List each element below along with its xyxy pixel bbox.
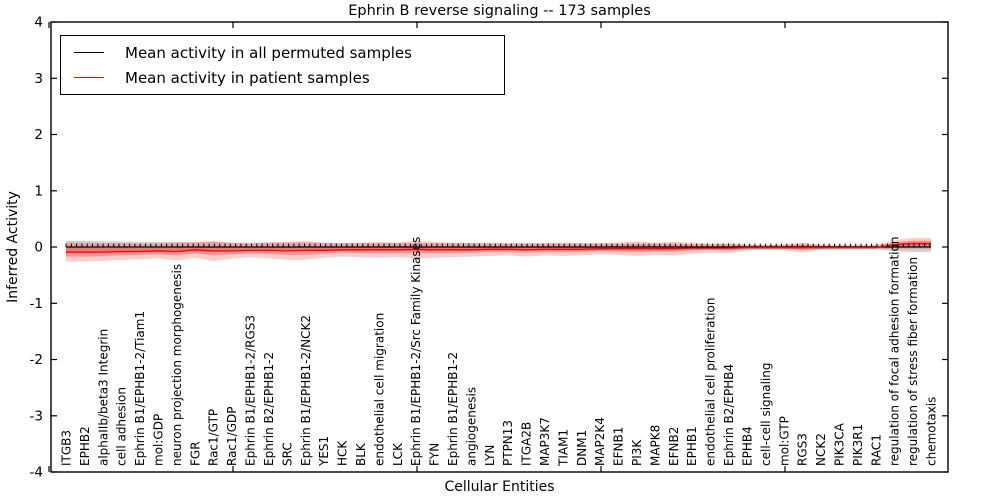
chart-title: Ephrin B reverse signaling -- 173 sample…	[348, 3, 651, 19]
x-tick-label: Rac1/GTP	[207, 409, 221, 466]
x-tick-label: mol:GDP	[152, 414, 166, 466]
x-tick-label: YES1	[317, 436, 331, 467]
y-axis-label: Inferred Activity	[5, 191, 21, 303]
x-tick-label: LCK	[391, 442, 405, 466]
x-tick-label: Ephrin B1/EPHB1-2/Tiam1	[133, 311, 147, 466]
x-tick-label: ITGB3	[60, 430, 74, 466]
x-tick-label: PIK3R1	[851, 424, 865, 466]
x-tick-label: endothelial cell proliferation	[704, 298, 718, 466]
x-tick-label: angiogenesis	[464, 387, 478, 466]
axes-layer	[48, 21, 949, 473]
legend: Mean activity in all permuted samples Me…	[60, 35, 505, 95]
x-tick-label: cell adhesion	[115, 387, 129, 466]
x-tick-label: PTPN13	[501, 420, 515, 466]
x-tick-label: MAPK8	[648, 425, 662, 466]
legend-label-permuted: Mean activity in all permuted samples	[125, 43, 412, 62]
x-tick-label: Rac1/GDP	[225, 407, 239, 466]
x-tick-label: Ephrin B2/EPHB4	[722, 364, 736, 466]
x-tick-label: TIAM1	[556, 429, 570, 467]
legend-entry-patient: Mean activity in patient samples	[74, 69, 504, 87]
x-tick-label: regulation of focal adhesion formation	[888, 237, 902, 466]
x-tick-label: cell-cell signaling	[759, 363, 773, 467]
x-tick-label: RGS3	[796, 433, 810, 466]
x-tick-label: HCK	[336, 440, 350, 466]
x-tick-label: Ephrin B1/EPHB1-2/NCK2	[299, 315, 313, 466]
x-tick-label: Ephrin B1/EPHB1-2	[446, 352, 460, 466]
x-tick-label: EPHB1	[685, 426, 699, 466]
y-tick-label: -3	[30, 408, 43, 424]
x-tick-label: EPHB2	[78, 426, 92, 466]
x-tick-label: RAC1	[869, 434, 883, 466]
x-tick-label: regulation of stress fiber formation	[906, 257, 920, 466]
sample-tick-marks	[65, 243, 931, 247]
y-tick-label: -1	[30, 296, 43, 312]
legend-label-patient: Mean activity in patient samples	[125, 68, 370, 87]
x-axis-label: Cellular Entities	[444, 479, 555, 495]
Mean-activity-in-patient-samples-line	[66, 242, 931, 253]
x-tick-label: FGR	[188, 441, 202, 466]
y-tick-label: -2	[30, 352, 43, 368]
x-tick-label: mol:GTP	[777, 416, 791, 466]
x-tick-label: PIK3CA	[833, 422, 847, 466]
y-tick-label: 4	[34, 15, 43, 31]
x-tick-labels: ITGB3 EPHB2 alphaIIb/beta3 Integrin cell ad…	[60, 237, 939, 467]
y-tick-label: 1	[34, 183, 43, 199]
x-tick-label: EPHB4	[741, 426, 755, 466]
x-tick-label: NCK2	[814, 433, 828, 466]
x-tick-label: EFNB1	[612, 427, 626, 466]
y-tick-label: 2	[34, 127, 43, 143]
line-layer	[65, 242, 931, 253]
legend-entry-permuted: Mean activity in all permuted samples	[74, 44, 504, 62]
y-tick-label: 3	[34, 71, 43, 87]
x-tick-label: Ephrin B1/EPHB1-2/RGS3	[244, 315, 258, 466]
x-tick-label: FYN	[428, 443, 442, 466]
x-tick-label: chemotaxis	[925, 397, 939, 466]
x-tick-label: endothelial cell migration	[372, 313, 386, 466]
x-tick-label: LYN	[483, 445, 497, 466]
patient-legend-line-icon	[74, 77, 104, 78]
y-tick-labels: 4 3 2 1 0 -1 -2 -3 -4	[30, 15, 43, 481]
x-tick-label: neuron projection morphogenesis	[170, 264, 184, 466]
x-tick-label: MAP3K7	[538, 417, 552, 466]
x-tick-label: ITGA2B	[520, 422, 534, 466]
y-tick-label: 0	[34, 240, 43, 256]
x-tick-label: EFNB2	[667, 427, 681, 466]
permuted-legend-line-icon	[74, 52, 104, 53]
x-tick-label: MAP2K4	[593, 417, 607, 466]
x-tick-label: Ephrin B1/EPHB1-2/Src Family Kinases	[409, 237, 423, 466]
y-tick-label: -4	[30, 465, 43, 481]
x-tick-label: SRC	[280, 442, 294, 466]
x-tick-label: BLK	[354, 442, 368, 466]
x-tick-label: DNM1	[575, 430, 589, 466]
x-tick-label: alphaIIb/beta3 Integrin	[96, 329, 110, 466]
x-tick-label: Ephrin B2/EPHB1-2	[262, 352, 276, 466]
x-tick-label: PI3K	[630, 439, 644, 466]
